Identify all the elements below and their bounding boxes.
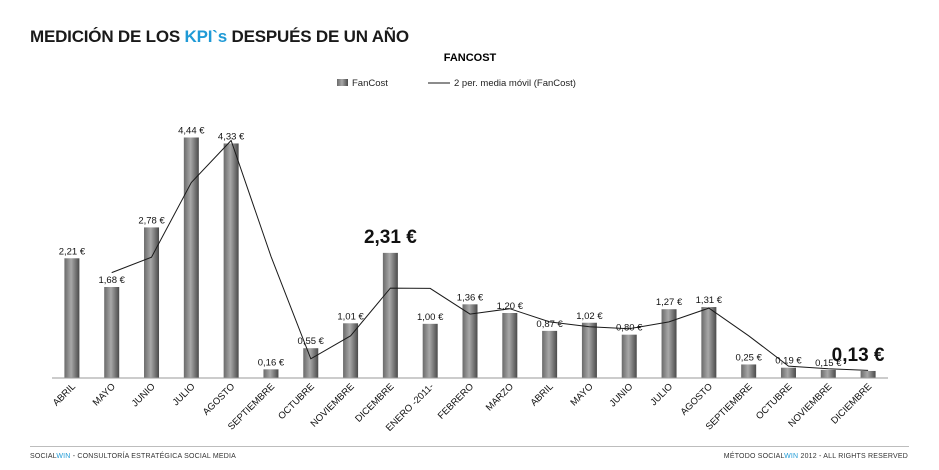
data-labels: 2,21 € 1,68 € 2,78 € 4,44 € 4,33 € 0,16 € 0,55… [59, 126, 885, 369]
bar [64, 258, 80, 378]
data-label: 4,33 € [218, 131, 245, 142]
legend-swatch-fancost [337, 79, 348, 86]
moving-average-line [111, 139, 869, 371]
footer-brand-a: SOCIAL [30, 453, 57, 460]
legend-label-fancost: FanCost [352, 78, 388, 89]
bar [860, 370, 876, 378]
x-tick-label: MAYO [91, 381, 118, 408]
footer-brand-b: WIN [56, 453, 71, 460]
x-tick-label: AGOSTO [679, 381, 715, 417]
data-label: 1,31 € [696, 295, 723, 306]
bar [502, 313, 518, 378]
x-tick-label: OCTUBRE [754, 381, 795, 422]
moving-average-series [111, 139, 869, 371]
data-label: 0,19 € [775, 356, 802, 367]
chart-legend: FanCost 2 per. media móvil (FanCost) [337, 78, 576, 89]
page-title-pre: MEDICIÓN DE LOS [30, 27, 185, 46]
x-tick-label: JULIO [171, 381, 198, 408]
bar [701, 307, 717, 378]
x-tick-label: DICEMBRE [353, 381, 396, 424]
bar [422, 323, 438, 378]
footer-right-brand-a: SOCIAL [757, 453, 785, 460]
bar [741, 364, 757, 378]
footer-right-text: 2012 - ALL RIGHTS RESERVED [798, 453, 908, 460]
page-title: MEDICIÓN DE LOS KPI`s DESPUÉS DE UN AÑO [30, 27, 409, 47]
bar [263, 369, 279, 378]
data-label: 0,87 € [536, 319, 563, 330]
bar [462, 304, 478, 378]
x-tick-label: MARZO [484, 381, 516, 413]
x-tick-label: OCTUBRE [276, 381, 317, 422]
page-title-post: DESPUÉS DE UN AÑO [227, 27, 410, 46]
page-title-highlight: KPI`s [184, 27, 228, 46]
bar-series [64, 137, 876, 378]
bar [780, 367, 796, 378]
x-tick-label: MAYO [568, 381, 595, 408]
data-label: 0,13 € [832, 345, 885, 366]
bar [542, 330, 558, 378]
data-label: 1,01 € [337, 311, 364, 322]
data-label: 4,44 € [178, 126, 205, 137]
bar [382, 252, 398, 378]
chart-title: FANCOST [444, 52, 497, 64]
data-label: 2,78 € [138, 215, 165, 226]
bar [581, 322, 597, 378]
bar [183, 137, 199, 378]
footer-right-pre: MÉTODO [723, 453, 758, 460]
data-label: 0,16 € [258, 357, 285, 368]
bar [303, 348, 319, 378]
bar [144, 227, 160, 378]
x-tick-label: ABRIL [529, 381, 556, 408]
x-tick-label: DICIEMBRE [829, 381, 874, 426]
data-label: 1,27 € [656, 297, 683, 308]
footer-right: MÉTODO SOCIALWIN 2012 - ALL RIGHTS RESER… [724, 453, 908, 460]
legend-label-moving-average: 2 per. media móvil (FanCost) [454, 78, 576, 89]
bar [343, 323, 359, 378]
bar [820, 369, 836, 378]
x-tick-label: AGOSTO [201, 381, 237, 417]
data-label: 0,25 € [735, 352, 762, 363]
data-label: 1,20 € [497, 301, 524, 312]
data-label: 1,68 € [99, 275, 126, 286]
data-label: 0,55 € [298, 336, 325, 347]
bar [661, 309, 677, 378]
footer-left: SOCIALWIN - CONSULTORÍA ESTRATÉGICA SOCI… [30, 453, 236, 460]
x-tick-label: JUNIO [130, 381, 158, 409]
fancost-chart: FANCOST FanCost 2 per. media móvil (FanCo… [51, 52, 888, 434]
data-label: 1,02 € [576, 311, 603, 322]
data-label: 1,00 € [417, 312, 444, 323]
data-label: 2,21 € [59, 246, 86, 257]
x-tick-label: JUNIO [607, 381, 635, 409]
bar [621, 334, 637, 378]
data-label: 2,31 € [364, 227, 417, 248]
x-tick-label: ABRIL [51, 381, 78, 408]
data-label: 1,36 € [457, 292, 484, 303]
data-label: 0,15 € [815, 358, 842, 369]
footer-left-text: - CONSULTORÍA ESTRATÉGICA SOCIAL MEDIA [70, 453, 237, 460]
bar [223, 143, 239, 378]
x-tick-label: JULIO [648, 381, 675, 408]
footer-divider [30, 446, 909, 447]
x-tick-label: FEBRERO [436, 381, 476, 421]
bar [104, 287, 120, 378]
data-label: 0,80 € [616, 323, 643, 334]
footer-right-brand-b: WIN [784, 453, 799, 460]
